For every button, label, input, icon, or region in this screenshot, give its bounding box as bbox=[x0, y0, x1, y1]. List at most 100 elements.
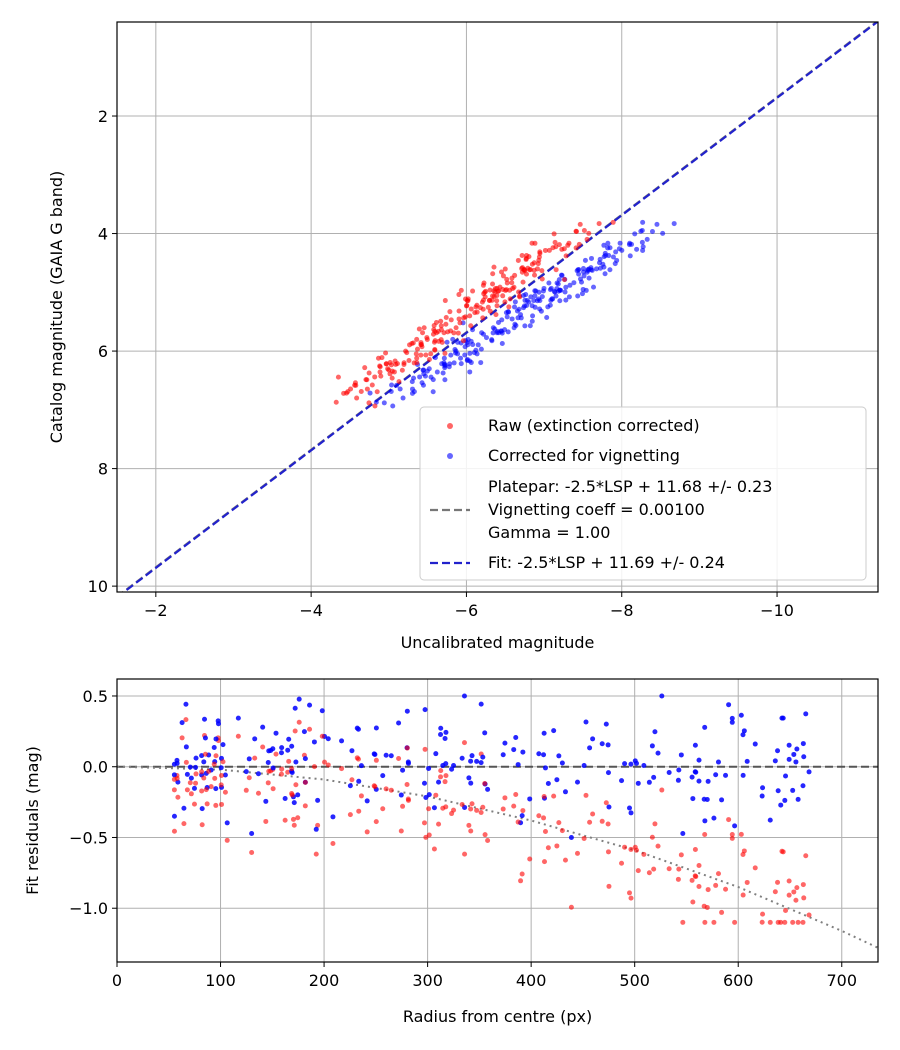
corrected-point bbox=[639, 239, 645, 245]
raw-point bbox=[364, 386, 370, 392]
corrected-residual-point bbox=[732, 823, 738, 829]
corrected-point bbox=[499, 317, 505, 323]
raw-point bbox=[386, 367, 392, 373]
raw-point bbox=[553, 267, 559, 273]
raw-residual-point bbox=[354, 755, 360, 761]
corrected-residual-point bbox=[404, 708, 410, 714]
raw-residual-point bbox=[373, 819, 379, 825]
corrected-point bbox=[505, 329, 511, 335]
raw-residual-point bbox=[235, 733, 241, 739]
corrected-point bbox=[432, 355, 438, 361]
corrected-residual-point bbox=[729, 719, 735, 725]
corrected-point bbox=[467, 350, 473, 356]
raw-residual-point bbox=[702, 919, 708, 925]
corrected-residual-point bbox=[354, 725, 360, 731]
raw-point bbox=[542, 247, 548, 253]
raw-point bbox=[391, 369, 397, 375]
raw-point bbox=[563, 253, 569, 259]
corrected-residual-point bbox=[556, 753, 562, 759]
raw-residual-point bbox=[206, 768, 212, 774]
corrected-point bbox=[512, 304, 518, 310]
raw-point bbox=[418, 352, 424, 358]
raw-residual-point bbox=[431, 846, 437, 852]
raw-residual-point bbox=[201, 775, 207, 781]
top-x-axis-label: Uncalibrated magnitude bbox=[401, 633, 595, 652]
corrected-point bbox=[524, 303, 530, 309]
corrected-point bbox=[584, 269, 590, 275]
raw-residual-point bbox=[282, 817, 288, 823]
corrected-residual-point bbox=[438, 732, 444, 738]
raw-point bbox=[503, 287, 509, 293]
raw-point bbox=[559, 246, 565, 252]
corrected-residual-point bbox=[760, 785, 766, 791]
corrected-residual-point bbox=[693, 769, 699, 775]
raw-residual-point bbox=[782, 919, 788, 925]
raw-residual-point bbox=[515, 819, 521, 825]
raw-residual-point bbox=[778, 919, 784, 925]
raw-residual-point bbox=[518, 878, 524, 884]
raw-point bbox=[418, 342, 424, 348]
corrected-residual-point bbox=[199, 806, 205, 812]
corrected-point bbox=[450, 336, 456, 342]
raw-residual-point bbox=[478, 809, 484, 815]
raw-residual-point bbox=[459, 801, 465, 807]
bottom-grid bbox=[116, 679, 878, 962]
corrected-point bbox=[549, 296, 555, 302]
corrected-residual-point bbox=[291, 800, 297, 806]
corrected-point bbox=[579, 291, 585, 297]
corrected-residual-point bbox=[202, 735, 208, 741]
corrected-point bbox=[400, 395, 406, 401]
raw-residual-point bbox=[319, 733, 325, 739]
raw-residual-point bbox=[502, 795, 508, 801]
raw-residual-point bbox=[290, 816, 296, 822]
corrected-point bbox=[468, 338, 474, 344]
corrected-point bbox=[499, 340, 505, 346]
corrected-residual-point bbox=[426, 792, 432, 798]
corrected-point bbox=[541, 285, 547, 291]
raw-point bbox=[443, 315, 449, 321]
corrected-residual-point bbox=[193, 755, 199, 761]
corrected-point bbox=[537, 306, 543, 312]
raw-residual-point bbox=[451, 807, 457, 813]
raw-residual-point bbox=[652, 821, 658, 827]
raw-point bbox=[494, 303, 500, 309]
raw-residual-point bbox=[715, 871, 721, 877]
corrected-residual-point bbox=[215, 721, 221, 727]
raw-point bbox=[470, 288, 476, 294]
raw-point bbox=[353, 382, 359, 388]
corrected-point bbox=[434, 369, 440, 375]
raw-residual-point bbox=[404, 745, 410, 751]
legend-label-platepar-line2: Vignetting coeff = 0.00100 bbox=[488, 500, 705, 519]
bottom-x-tick-label: 0 bbox=[112, 971, 122, 990]
corrected-residual-point bbox=[633, 760, 639, 766]
raw-point bbox=[586, 230, 592, 236]
corrected-point bbox=[494, 330, 500, 336]
raw-point bbox=[420, 330, 426, 336]
raw-residual-point bbox=[605, 821, 611, 827]
corrected-point bbox=[524, 297, 530, 303]
corrected-residual-point bbox=[249, 831, 255, 837]
corrected-residual-point bbox=[188, 775, 194, 781]
raw-point bbox=[504, 280, 510, 286]
corrected-residual-point bbox=[319, 708, 325, 714]
raw-residual-point bbox=[388, 787, 394, 793]
raw-point bbox=[378, 373, 384, 379]
corrected-residual-point bbox=[793, 759, 799, 765]
raw-point bbox=[409, 340, 415, 346]
raw-residual-point bbox=[800, 919, 806, 925]
corrected-residual-point bbox=[605, 742, 611, 748]
raw-point bbox=[529, 240, 535, 246]
corrected-point bbox=[566, 294, 572, 300]
corrected-residual-point bbox=[794, 746, 800, 752]
corrected-point bbox=[479, 330, 485, 336]
raw-residual-point bbox=[339, 766, 345, 772]
raw-residual-point bbox=[292, 728, 298, 734]
raw-point bbox=[372, 374, 378, 380]
raw-point bbox=[474, 309, 480, 315]
raw-residual-point bbox=[605, 849, 611, 855]
raw-residual-point bbox=[191, 801, 197, 807]
corrected-residual-point bbox=[515, 762, 521, 768]
raw-residual-point bbox=[396, 755, 402, 761]
top-x-tick-label: −6 bbox=[455, 601, 479, 620]
raw-residual-point bbox=[729, 835, 735, 841]
